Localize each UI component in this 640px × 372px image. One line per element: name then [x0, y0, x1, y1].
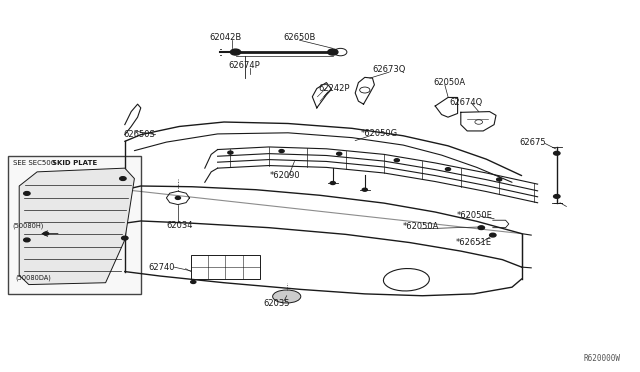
Circle shape [554, 151, 560, 155]
Text: 62674Q: 62674Q [449, 98, 483, 107]
Text: 62674P: 62674P [228, 61, 260, 70]
Circle shape [122, 236, 128, 240]
Circle shape [337, 152, 342, 155]
Text: *62651E: *62651E [456, 238, 492, 247]
Text: 62675: 62675 [519, 138, 546, 147]
Circle shape [362, 188, 367, 191]
Bar [191, 255, 260, 279]
Ellipse shape [273, 290, 301, 303]
Text: SKID PLATE: SKID PLATE [52, 160, 98, 166]
Text: R620000W: R620000W [584, 354, 621, 363]
Bar [8, 156, 141, 294]
Circle shape [228, 151, 233, 154]
Circle shape [279, 150, 284, 153]
Text: SEE SEC500: SEE SEC500 [13, 160, 55, 166]
Text: (50080DA): (50080DA) [15, 275, 51, 281]
Circle shape [330, 182, 335, 185]
Circle shape [478, 226, 484, 230]
Circle shape [44, 232, 49, 235]
Text: 62740: 62740 [148, 263, 175, 272]
Text: *62050A: *62050A [403, 222, 439, 231]
Text: 62050A: 62050A [433, 78, 465, 87]
Circle shape [445, 168, 451, 171]
Text: 62650S: 62650S [124, 130, 156, 139]
Circle shape [24, 238, 30, 242]
Circle shape [230, 49, 241, 55]
Text: (50080H): (50080H) [13, 223, 44, 229]
Circle shape [175, 196, 180, 199]
Text: *62050G: *62050G [360, 129, 397, 138]
Text: 62034: 62034 [166, 221, 193, 230]
Circle shape [24, 192, 30, 195]
Circle shape [554, 195, 560, 198]
Text: *62050E: *62050E [457, 211, 493, 219]
Text: *62090: *62090 [269, 171, 300, 180]
Text: 62035: 62035 [263, 299, 290, 308]
Circle shape [490, 233, 496, 237]
Circle shape [120, 177, 126, 180]
Circle shape [394, 159, 399, 162]
Circle shape [191, 280, 196, 283]
Text: 62650B: 62650B [284, 33, 316, 42]
Text: 62042B: 62042B [209, 33, 241, 42]
Circle shape [328, 49, 338, 55]
Circle shape [497, 178, 502, 181]
Text: 62242P: 62242P [318, 84, 350, 93]
Text: 62673Q: 62673Q [372, 65, 406, 74]
Polygon shape [19, 168, 134, 285]
